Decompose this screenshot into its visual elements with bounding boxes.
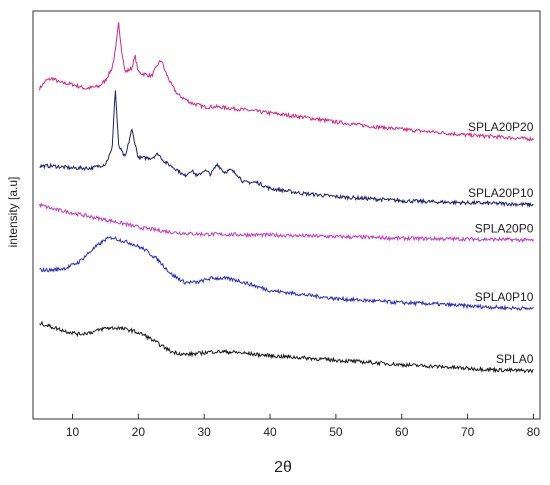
x-tick-label: 70 [461, 425, 475, 439]
series-line-spla20p10 [39, 90, 534, 208]
plot-frame [32, 10, 541, 420]
series-label-spla0: SPLA0 [496, 352, 534, 366]
x-axis-label: 2θ [274, 459, 292, 476]
x-tick-label: 80 [527, 425, 541, 439]
x-tick-label: 60 [395, 425, 409, 439]
series-line-spla20p0 [39, 202, 534, 244]
y-axis-label: intensity [a.u] [6, 177, 20, 248]
series-label-spla20p10: SPLA20P10 [468, 186, 534, 200]
x-tick-label: 40 [263, 425, 277, 439]
series-line-spla20p20 [39, 22, 534, 142]
x-tick-label: 30 [198, 425, 212, 439]
series-line-spla0p10 [39, 235, 534, 311]
series-label-spla20p0: SPLA20P0 [475, 221, 534, 235]
x-tick-label: 20 [132, 425, 146, 439]
series-label-spla0p10: SPLA0P10 [475, 290, 534, 304]
x-axis: 10 20 30 40 50 60 70 80 [66, 414, 541, 439]
x-tick-label: 50 [329, 425, 343, 439]
x-tick-label: 10 [66, 425, 80, 439]
series-layer [39, 22, 534, 374]
series-label-spla20p20: SPLA20P20 [468, 120, 534, 134]
series-line-spla0 [39, 320, 534, 374]
series-labels: SPLA20P20 SPLA20P10 SPLA20P0 SPLA0P10 SPLA0 [468, 120, 534, 366]
